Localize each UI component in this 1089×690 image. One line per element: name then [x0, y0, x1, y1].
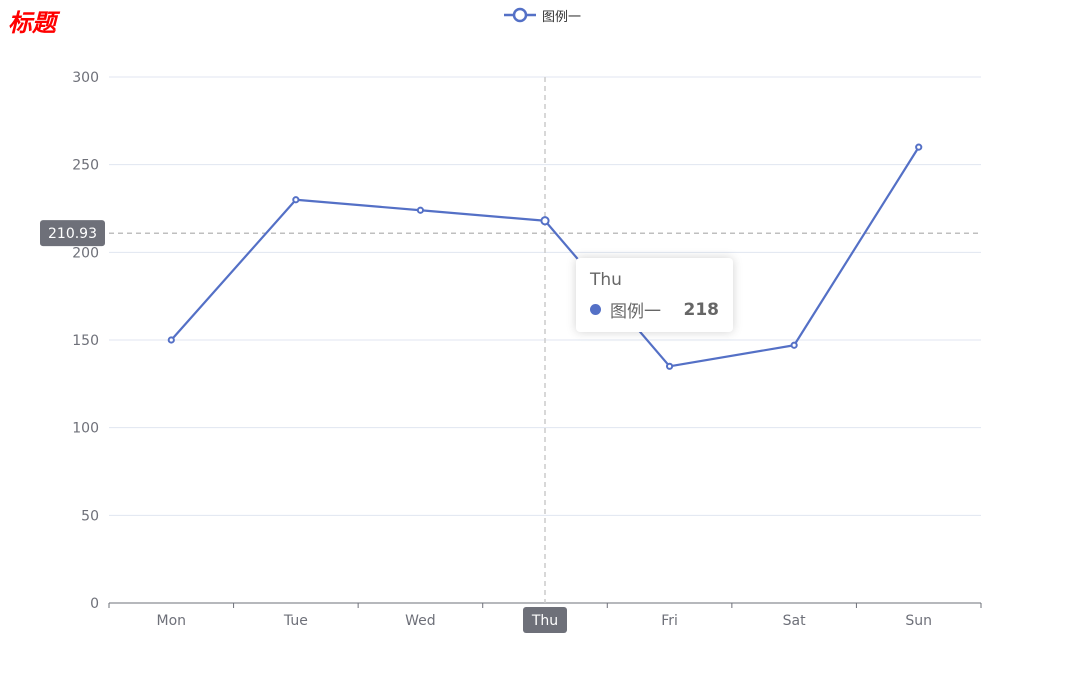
chart-title: 标题 [8, 9, 56, 37]
x-tick-label: Sun [905, 613, 932, 629]
y-pointer-label-box [40, 220, 105, 247]
data-point [292, 196, 300, 204]
x-tick-label: Wed [405, 613, 436, 629]
data-point [665, 362, 674, 370]
series-layer [167, 143, 923, 370]
data-point [790, 341, 798, 349]
y-tick-label: 250 [72, 158, 99, 174]
legend-item[interactable]: 图例一 [504, 5, 581, 25]
data-point [915, 143, 923, 151]
tooltip-row: 图例一 218 [590, 297, 719, 322]
y-tick-label: 200 [72, 245, 99, 261]
y-pointer-label: 210.93 [48, 226, 97, 242]
tooltip-value: 218 [683, 299, 720, 320]
tooltip: Thu 图例一 218 [576, 258, 733, 332]
y-tick-label: 300 [72, 70, 99, 86]
y-tick-label: 150 [72, 333, 99, 349]
data-point [416, 206, 425, 214]
y-tick-label: 50 [81, 508, 99, 524]
x-tick-label: Sat [783, 613, 806, 629]
data-point [540, 216, 550, 226]
tooltip-marker [590, 304, 601, 315]
y-tick-label: 0 [90, 596, 99, 612]
x-tick-label: Fri [661, 613, 678, 629]
y-axis-labels: 0 50 100 150 200 250 300 [72, 70, 99, 612]
tooltip-title: Thu [590, 270, 622, 290]
legend-line-icon [504, 7, 536, 23]
tooltip-series-name: 图例一 [610, 302, 661, 322]
x-tick-label: Thu [531, 613, 558, 629]
x-pointer-label-box [523, 607, 567, 633]
x-axis: Mon Tue Wed Thu Fri Sat Sun [108, 602, 982, 633]
x-tick-label: Mon [157, 613, 187, 629]
legend-label: 图例一 [542, 9, 582, 25]
axis-pointer: 210.93 [40, 77, 981, 603]
data-point [167, 336, 175, 344]
y-tick-label: 100 [72, 421, 99, 437]
x-tick-label: Tue [283, 613, 308, 629]
